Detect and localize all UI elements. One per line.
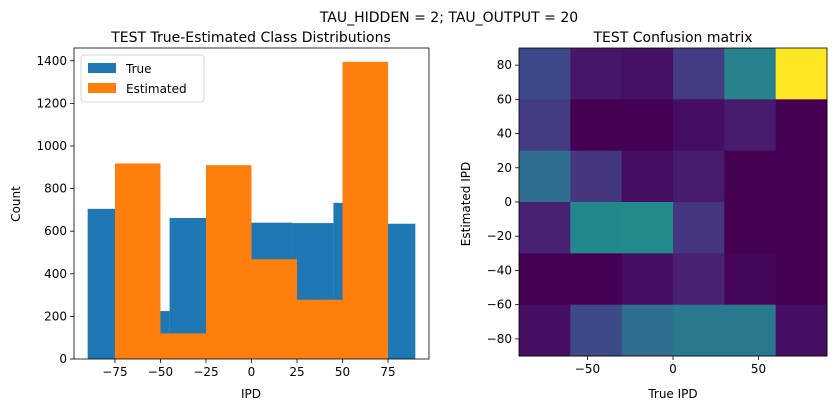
heatmap-cell xyxy=(673,48,725,100)
confusion-matrix-chart: TEST Confusion matrix −50 0 50 80 60 40 20 0 −2… xyxy=(459,30,828,401)
heatmap-cell xyxy=(621,150,674,203)
legend-label-estimated: Estimated xyxy=(126,82,187,96)
estimated-bar xyxy=(342,61,389,360)
heatmap-cell xyxy=(673,150,725,203)
legend-label-true: True xyxy=(125,62,152,76)
heatmap-y-ticks: 80 60 40 20 0 −20 −40 −60 −80 xyxy=(487,58,519,346)
heatmap-cell xyxy=(724,304,777,357)
heatmap-cell xyxy=(570,150,623,203)
heatmap-cell xyxy=(519,253,571,306)
heatmap-cell xyxy=(621,99,674,152)
heatmap-cell xyxy=(519,99,571,152)
heatmap-cell xyxy=(570,253,623,306)
estimated-bar xyxy=(251,259,298,359)
histogram-legend: True Estimated xyxy=(80,54,205,103)
heatmap-cell xyxy=(519,202,571,254)
heatmap-cell xyxy=(621,304,674,357)
y-tick-label: 1200 xyxy=(36,96,67,110)
x-tick-label: −50 xyxy=(148,365,173,379)
heatmap-cell xyxy=(673,99,725,152)
y-tick-label: 600 xyxy=(44,224,67,238)
heatmap-cell xyxy=(621,48,674,100)
y-tick-label: 1000 xyxy=(36,139,67,153)
legend-swatch-true xyxy=(88,63,116,73)
heatmap-cell xyxy=(775,48,828,100)
y-tick-label: −80 xyxy=(487,332,512,346)
estimated-bars-group xyxy=(114,61,389,360)
histogram-xlabel: IPD xyxy=(241,387,261,401)
x-tick-label: −25 xyxy=(193,365,218,379)
heatmap-cell xyxy=(775,202,828,254)
histogram-x-ticks: −75 −50 −25 0 25 50 75 xyxy=(102,359,396,379)
figure-suptitle: TAU_HIDDEN = 2; TAU_OUTPUT = 20 xyxy=(319,10,578,26)
heatmap-title: TEST Confusion matrix xyxy=(592,30,752,46)
heatmap-xlabel: True IPD xyxy=(647,387,697,401)
estimated-bar xyxy=(114,163,161,359)
heatmap-cell xyxy=(724,150,777,203)
y-tick-label: 800 xyxy=(44,182,67,196)
estimated-bar xyxy=(205,165,252,359)
heatmap-cell xyxy=(775,150,828,203)
heatmap-cell xyxy=(775,304,828,357)
estimated-bar xyxy=(297,299,343,359)
y-tick-label: 60 xyxy=(497,92,512,106)
heatmap-cell xyxy=(621,202,674,254)
heatmap-ylabel: Estimated IPD xyxy=(459,162,473,246)
histogram-chart: TEST True-Estimated Class Distributions … xyxy=(9,30,430,401)
heatmap-cell xyxy=(724,253,777,306)
y-tick-label: 200 xyxy=(44,309,67,323)
heatmap-cell xyxy=(519,150,571,203)
heatmap-cell xyxy=(724,202,777,254)
heatmap-cell xyxy=(570,99,623,152)
y-tick-label: 1400 xyxy=(36,54,67,68)
heatmap-cell xyxy=(673,253,725,306)
x-tick-label: 0 xyxy=(248,365,256,379)
heatmap-cell xyxy=(775,99,828,152)
y-tick-label: −40 xyxy=(487,263,512,277)
y-tick-label: −20 xyxy=(487,229,512,243)
heatmap-cell xyxy=(621,253,674,306)
histogram-title: TEST True-Estimated Class Distributions xyxy=(110,30,391,46)
y-tick-label: 400 xyxy=(44,267,67,281)
y-tick-label: 40 xyxy=(497,127,512,141)
y-tick-label: 0 xyxy=(504,195,512,209)
heatmap-cell xyxy=(673,202,725,254)
heatmap-cell xyxy=(570,304,623,357)
y-tick-label: 20 xyxy=(497,161,512,175)
heatmap-cells xyxy=(519,48,828,357)
heatmap-cell xyxy=(775,253,828,306)
estimated-bar xyxy=(160,333,206,359)
x-tick-label: 0 xyxy=(669,362,677,376)
heatmap-cell xyxy=(519,48,571,100)
heatmap-cell xyxy=(570,202,623,254)
heatmap-x-ticks: −50 0 50 xyxy=(575,356,766,376)
legend-swatch-estimated xyxy=(88,83,116,93)
x-tick-label: 50 xyxy=(751,362,766,376)
histogram-ylabel: Count xyxy=(9,186,23,222)
y-tick-label: −60 xyxy=(487,298,512,312)
x-tick-label: 75 xyxy=(380,365,395,379)
heatmap-cell xyxy=(724,99,777,152)
x-tick-label: 25 xyxy=(289,365,304,379)
heatmap-cell xyxy=(724,48,777,100)
heatmap-cell xyxy=(519,304,571,357)
y-tick-label: 80 xyxy=(497,58,512,72)
y-tick-label: 0 xyxy=(59,352,67,366)
x-tick-label: 50 xyxy=(335,365,350,379)
heatmap-cell xyxy=(570,48,623,100)
heatmap-cell xyxy=(673,304,725,357)
x-tick-label: −75 xyxy=(102,365,127,379)
histogram-y-ticks: 0 200 400 600 800 1000 1200 1400 xyxy=(36,54,74,366)
x-tick-label: −50 xyxy=(575,362,600,376)
